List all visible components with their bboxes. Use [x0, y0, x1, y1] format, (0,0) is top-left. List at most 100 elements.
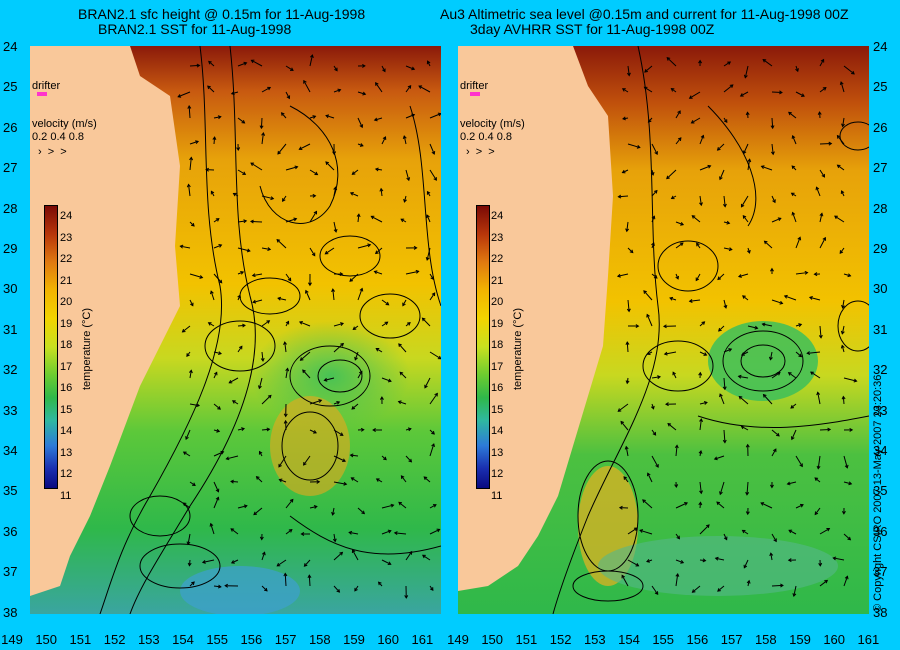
current-arrow-head	[337, 88, 342, 93]
drifter-label-right: drifter	[460, 80, 489, 92]
current-arrow-head	[728, 348, 733, 352]
current-arrow-head	[742, 150, 747, 155]
current-arrow-head	[844, 575, 849, 580]
current-arrow-head	[651, 215, 656, 220]
current-arrow	[651, 585, 659, 595]
current-arrow-head	[636, 144, 641, 149]
current-arrow	[795, 351, 802, 357]
current-arrow-head	[703, 401, 708, 405]
current-arrow-head	[646, 472, 651, 477]
x-tick-label: 150	[35, 632, 58, 647]
current-arrow-head	[313, 430, 317, 434]
current-arrow-head	[804, 270, 809, 275]
current-arrow-head	[373, 270, 378, 275]
current-arrow	[285, 218, 297, 223]
current-arrow	[418, 85, 431, 93]
current-arrow-head	[675, 572, 680, 577]
current-arrow-head	[224, 583, 229, 588]
current-arrow-head	[370, 215, 375, 220]
current-arrow	[381, 504, 394, 509]
current-arrow	[381, 136, 386, 145]
current-arrow	[189, 370, 192, 379]
current-arrow-head	[702, 558, 707, 563]
current-arrow-head	[215, 488, 220, 493]
current-arrow-head	[684, 502, 689, 506]
current-arrow-head	[431, 443, 435, 448]
y-tick-label: 27	[3, 160, 18, 176]
current-arrow	[620, 421, 629, 431]
current-arrow	[182, 325, 191, 333]
current-arrow	[371, 215, 383, 223]
current-arrow	[627, 299, 630, 312]
current-arrow-head	[677, 137, 682, 141]
current-arrow-head	[624, 445, 629, 450]
current-arrow-head	[283, 419, 288, 424]
current-arrow-head	[651, 242, 655, 246]
current-arrow-head	[285, 367, 290, 372]
current-arrow-head	[737, 374, 742, 379]
current-arrow-head	[177, 94, 182, 98]
current-arrow-head	[772, 199, 776, 204]
x-tick-label: 160	[377, 632, 400, 647]
current-arrow-head	[303, 461, 307, 466]
current-arrow	[357, 288, 363, 301]
current-arrow	[260, 117, 263, 129]
current-arrow	[787, 481, 797, 485]
current-arrow	[807, 351, 821, 354]
current-arrow	[764, 240, 773, 249]
current-arrow-head	[285, 320, 290, 325]
current-arrow	[399, 371, 407, 379]
current-arrow	[279, 479, 287, 483]
current-arrow-head	[779, 300, 784, 305]
current-arrow-head	[426, 190, 431, 195]
y-tick-label: 32	[873, 362, 888, 378]
current-arrow	[664, 351, 677, 355]
current-arrow-head	[776, 371, 781, 376]
current-arrow	[675, 110, 681, 119]
current-arrow	[237, 169, 246, 175]
current-arrow	[405, 455, 412, 463]
current-arrow-head	[339, 272, 344, 277]
current-arrow-head	[818, 334, 823, 339]
current-arrow-head	[745, 491, 750, 496]
current-arrow-head	[815, 186, 820, 191]
drifter-marker-left[interactable]	[37, 92, 47, 96]
current-arrow	[381, 559, 391, 565]
current-arrow-head	[258, 385, 262, 390]
drifter-marker-right[interactable]	[470, 92, 480, 96]
land-left	[30, 46, 180, 596]
current-arrow	[398, 401, 407, 405]
current-arrow-head	[819, 212, 824, 217]
current-arrow-head	[216, 428, 221, 433]
current-arrow	[304, 559, 311, 567]
current-arrow-head	[351, 549, 356, 554]
current-arrow	[237, 117, 245, 124]
current-arrow-head	[318, 399, 323, 403]
current-arrow-head	[652, 431, 657, 436]
current-arrow-head	[727, 61, 732, 65]
current-arrow	[180, 245, 191, 249]
current-arrow-head	[810, 371, 814, 376]
colorbar-left	[44, 205, 58, 489]
current-arrow-head	[215, 496, 220, 501]
current-arrow-head	[212, 136, 217, 141]
right-sst-map[interactable]	[458, 46, 869, 614]
current-arrow-head	[358, 370, 363, 375]
current-arrow-head	[841, 304, 845, 309]
current-arrow	[717, 143, 725, 151]
current-arrow	[213, 351, 222, 355]
current-arrow	[639, 529, 653, 535]
current-arrow-head	[769, 484, 774, 489]
current-arrow-head	[798, 323, 803, 327]
left-sst-map[interactable]	[30, 46, 441, 614]
x-tick-label: 156	[686, 632, 709, 647]
current-arrow-head	[278, 478, 283, 483]
current-arrow-head	[626, 72, 631, 77]
current-arrow-head	[718, 327, 722, 332]
current-arrow	[189, 157, 192, 171]
current-arrow-head	[433, 177, 437, 181]
x-tick-label: 160	[823, 632, 846, 647]
current-arrow-head	[377, 581, 382, 586]
current-arrow-head	[716, 501, 721, 506]
velocity-legend-scale-right: 0.2 0.4 0.8	[460, 131, 512, 143]
